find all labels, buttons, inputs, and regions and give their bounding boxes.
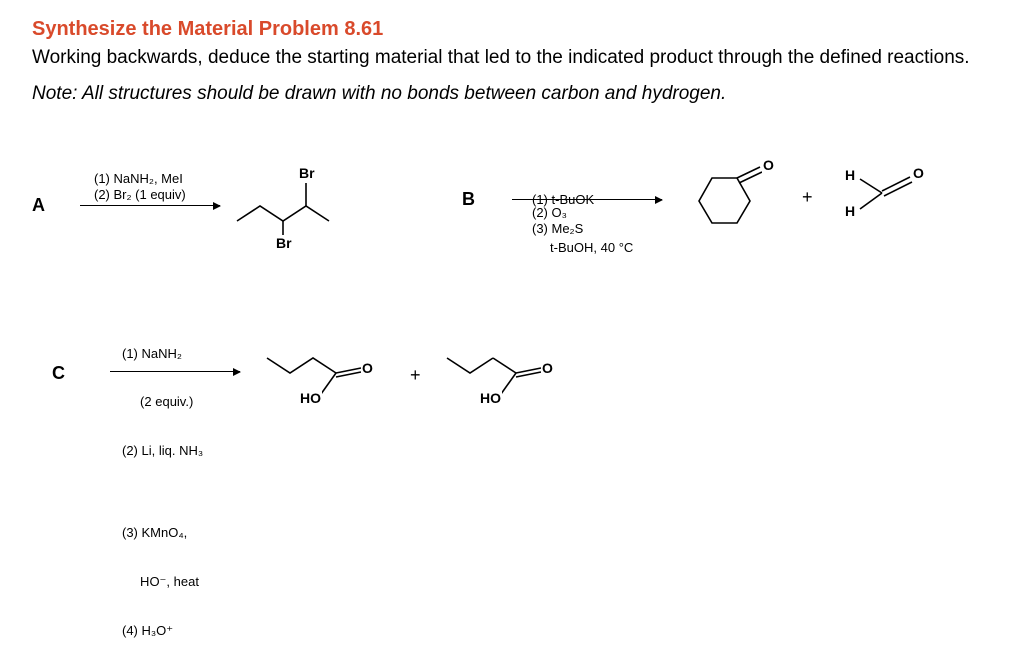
atom-b1-o: O xyxy=(762,157,775,173)
product-b-cyclohexanone: O xyxy=(682,163,792,243)
atom-b2-h1: H xyxy=(844,167,856,183)
atom-br-top: Br xyxy=(298,165,316,181)
reagent-c-2: (2 equiv.) xyxy=(122,394,203,410)
plus-c: + xyxy=(410,365,421,386)
problem-note: Note: All structures should be drawn wit… xyxy=(32,83,992,105)
arrow-b xyxy=(512,199,662,200)
reagent-c-1: (1) NaNH₂ xyxy=(122,346,203,362)
plus-b: + xyxy=(802,187,813,208)
atom-br-bottom: Br xyxy=(275,235,293,251)
reagent-a-2: (2) Br₂ (1 equiv) xyxy=(94,187,186,203)
reagent-c-5: HO⁻, heat xyxy=(122,574,203,590)
atom-c2-o: O xyxy=(541,360,554,376)
product-c-1: O HO xyxy=(257,338,407,418)
atom-b2-h2: H xyxy=(844,203,856,219)
atom-b2-o: O xyxy=(912,165,925,181)
problem-title: Synthesize the Material Problem 8.61 xyxy=(32,18,992,41)
atom-c1-ho: HO xyxy=(299,390,322,406)
reagent-c-4: (3) KMnO₄, xyxy=(122,525,203,541)
reagent-b-4: (3) Me₂S xyxy=(532,221,583,237)
arrow-c xyxy=(110,371,240,372)
reagent-c-3: (2) Li, liq. NH₃ xyxy=(122,443,203,459)
label-c: C xyxy=(52,363,65,384)
label-b: B xyxy=(462,189,475,210)
reagents-c: (1) NaNH₂ (2 equiv.) (2) Li, liq. NH₃ (3… xyxy=(122,313,203,672)
problem-instruction: Working backwards, deduce the starting m… xyxy=(32,47,992,69)
reagents-b-bottom: (2) O₃ (3) Me₂S xyxy=(532,205,583,238)
reagent-b-3: (2) O₃ xyxy=(532,205,583,221)
arrow-a xyxy=(80,205,220,206)
product-b-formaldehyde: H H O xyxy=(832,161,952,241)
product-c-2: O HO xyxy=(437,338,577,418)
reagents-a: (1) NaNH₂, MeI (2) Br₂ (1 equiv) xyxy=(94,171,186,204)
reagent-b-2: t-BuOH, 40 °C xyxy=(532,240,633,256)
reagent-a-1: (1) NaNH₂, MeI xyxy=(94,171,186,187)
reagent-c-6: (4) H₃O⁺ xyxy=(122,623,203,639)
problems-area: A (1) NaNH₂, MeI (2) Br₂ (1 equiv) Br Br… xyxy=(32,153,992,513)
atom-c1-o: O xyxy=(361,360,374,376)
product-a: Br Br xyxy=(232,171,392,251)
atom-c2-ho: HO xyxy=(479,390,502,406)
label-a: A xyxy=(32,195,45,216)
